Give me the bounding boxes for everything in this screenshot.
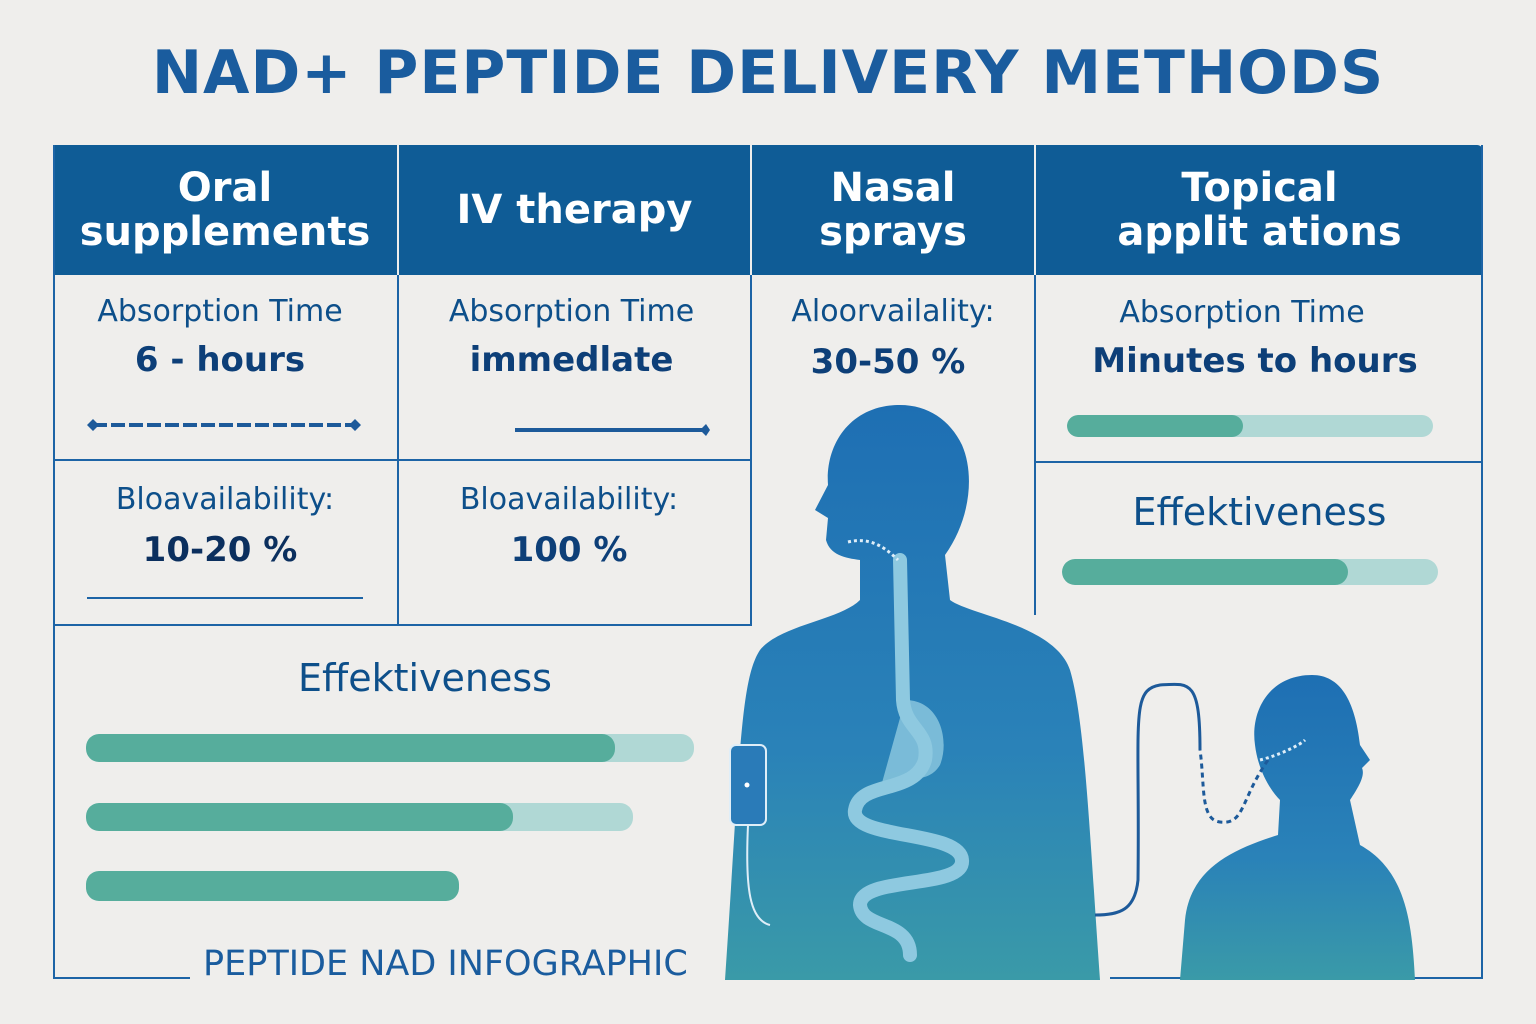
bar-fill [86,871,459,901]
nasal-bioavailability-value: 30-50 % [810,342,966,382]
adult-silhouette-icon [725,405,1100,980]
timeline-arrow-icon [515,424,710,436]
human-silhouettes-illustration [725,405,1415,980]
frame-right [1481,145,1483,979]
child-silhouette-icon [1094,675,1415,980]
divider [53,459,750,461]
frame-left [53,145,55,979]
nasal-bioavailability-label: Aloorvailality: [791,294,995,329]
divider [397,275,399,625]
header-label: IV therapy [456,187,693,233]
divider [53,624,752,626]
header-label: Oral supplements [79,165,371,255]
footer-caption: PEPTIDE NAD INFOGRAPHIC [203,944,688,984]
topical-absorption-value: Minutes to hours [1092,341,1418,381]
header-iv-therapy: IV therapy [399,145,750,275]
divider [1034,275,1036,615]
page-title: NAD+ PEPTIDE DELIVERY METHODS [151,38,1385,108]
bar-fill [1062,559,1348,585]
oral-absorption-value: 6 - hours [134,340,306,380]
timeline-dashed-icon [87,419,361,431]
oral-bioavailability-label: Bloavailability: [115,482,335,517]
oral-bioavailability-value: 10-20 % [142,530,298,570]
bar-fill [86,803,513,831]
iv-bioavailability-value: 100 % [510,530,628,570]
header-nasal-sprays: Nasal sprays [752,145,1034,275]
frame-bottom-left [53,977,190,979]
effectiveness-bar-3 [86,871,459,901]
divider [750,275,752,625]
effectiveness-bar-2 [86,803,633,831]
iv-absorption-value: immedlate [469,340,674,380]
divider [1036,461,1483,463]
iv-absorption-label: Absorption Time [448,294,695,329]
bar-fill [86,734,615,762]
effectiveness-label: Effektiveness [298,656,552,700]
underline [87,597,363,599]
effectiveness-bar-1 [86,734,694,762]
header-label: Nasal sprays [819,165,967,255]
topical-absorption-label: Absorption Time [1119,295,1365,330]
topical-absorption-bar [1067,415,1433,437]
topical-effectiveness-bar [1062,559,1438,585]
iv-bioavailability-label: Bloavailability: [459,482,679,517]
header-label: Topical applit ations [1117,165,1402,255]
oral-absorption-label: Absorption Time [97,294,343,329]
bar-fill [1067,415,1243,437]
header-topical-applications: Topical applit ations [1036,145,1483,275]
header-oral-supplements: Oral supplements [53,145,397,275]
topical-effectiveness-label: Effektiveness [1132,490,1387,534]
